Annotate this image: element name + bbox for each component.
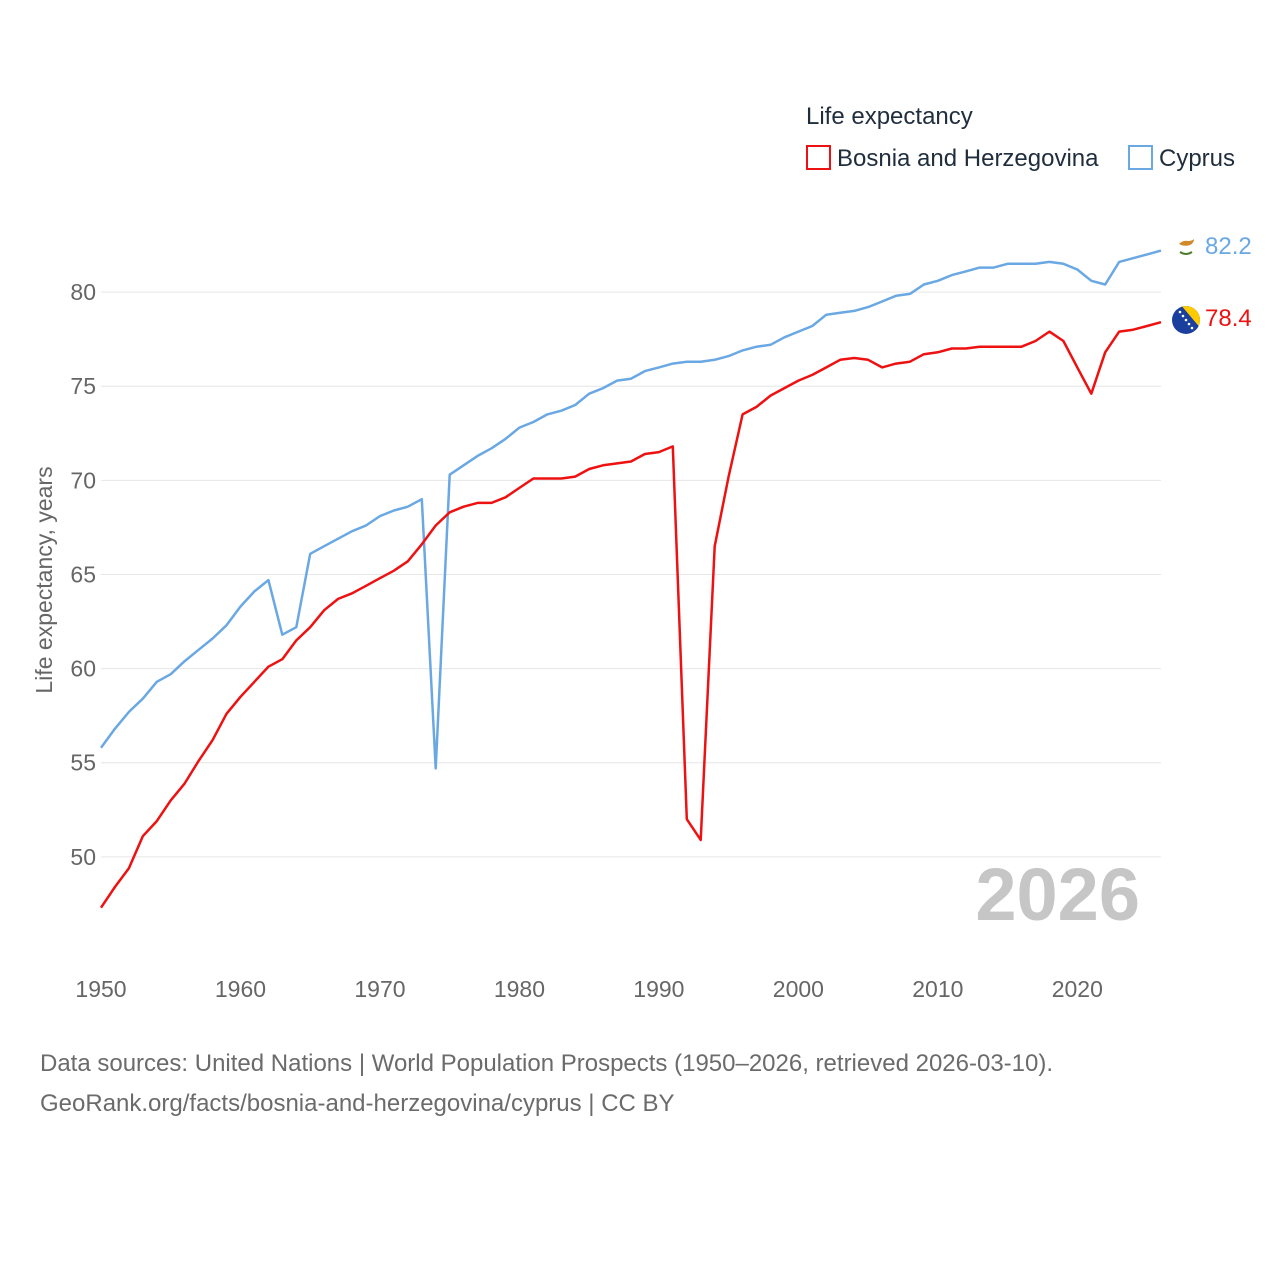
x-tick-label: 1960 [215,976,266,1002]
legend-swatch-bosnia [806,145,831,170]
y-tick-label: 55 [70,750,96,776]
legend-item-bosnia[interactable]: Bosnia and Herzegovina [806,145,1099,172]
x-tick-label: 1980 [494,976,545,1002]
source-note: Data sources: United Nations | World Pop… [40,1044,1260,1124]
y-tick-label: 80 [70,279,96,305]
x-tick-label: 2020 [1052,976,1103,1002]
source-line-1: Data sources: United Nations | World Pop… [40,1050,1054,1077]
y-tick-label: 60 [70,656,96,682]
cyprus-flag-icon [1173,235,1199,261]
legend-label-bosnia: Bosnia and Herzegovina [837,145,1099,172]
y-axis-label: Life expectancy, years [31,466,57,693]
end-label-bosnia: 78.4 [1205,305,1252,332]
series-lines [99,249,1162,909]
x-tick-label: 1970 [354,976,405,1002]
series-line-cyprus[interactable] [99,249,1162,770]
legend-label-cyprus: Cyprus [1159,145,1235,172]
x-tick-label: 2000 [773,976,824,1002]
end-label-cyprus: 82.2 [1205,233,1252,260]
legend-swatch-cyprus [1128,145,1153,170]
x-tick-label: 1950 [75,976,126,1002]
series-line-bosnia[interactable] [99,320,1162,909]
source-line-2[interactable]: GeoRank.org/facts/bosnia-and-herzegovina… [40,1090,675,1117]
y-axis-ticks: 50 55 60 65 70 75 80 [70,279,96,870]
x-axis-ticks: 1950 1960 1970 1980 1990 2000 2010 2020 [75,976,1102,1002]
x-tick-label: 1990 [633,976,684,1002]
x-tick-label: 2010 [912,976,963,1002]
y-tick-label: 70 [70,467,96,493]
y-tick-label: 50 [70,844,96,870]
legend: Life expectancy Bosnia and Herzegovina C… [806,103,1235,172]
bosnia-flag-icon [1172,306,1200,334]
gridlines [101,291,1161,858]
year-watermark: 2026 [975,853,1140,936]
legend-title: Life expectancy [806,103,973,130]
y-tick-label: 75 [70,373,96,399]
y-tick-label: 65 [70,561,96,587]
legend-item-cyprus[interactable]: Cyprus [1128,145,1235,172]
